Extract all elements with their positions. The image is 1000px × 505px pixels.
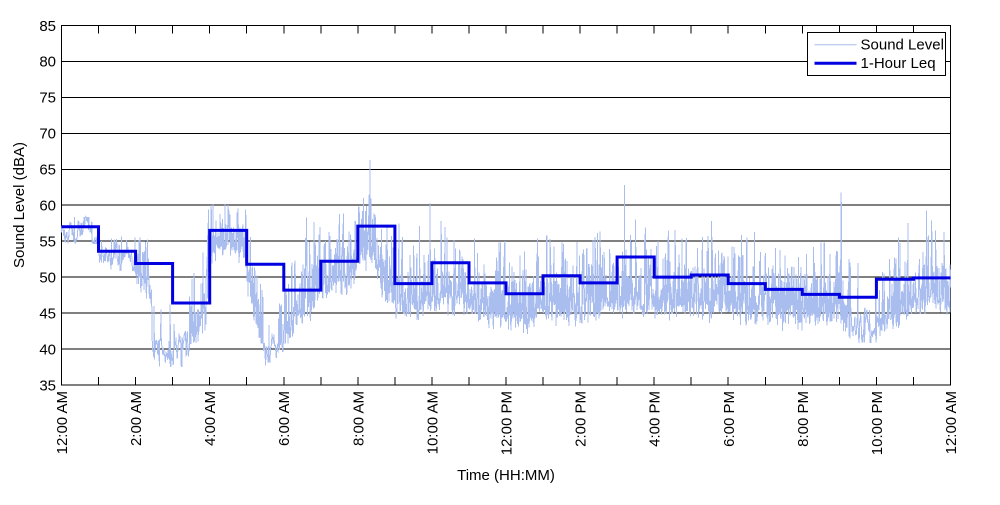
svg-text:6:00 AM: 6:00 AM: [276, 391, 293, 446]
svg-text:55: 55: [39, 234, 56, 251]
svg-text:1-Hour Leq: 1-Hour Leq: [861, 55, 936, 72]
svg-text:10:00 PM: 10:00 PM: [869, 391, 886, 455]
svg-text:12:00 AM: 12:00 AM: [54, 391, 71, 454]
svg-text:8:00 AM: 8:00 AM: [350, 391, 367, 446]
svg-text:35: 35: [39, 377, 56, 394]
svg-text:4:00 PM: 4:00 PM: [647, 391, 664, 447]
svg-text:4:00 AM: 4:00 AM: [202, 391, 219, 446]
svg-text:60: 60: [39, 198, 56, 215]
svg-text:2:00 AM: 2:00 AM: [128, 391, 145, 446]
svg-text:Sound Level (dBA): Sound Level (dBA): [11, 142, 28, 268]
svg-text:50: 50: [39, 269, 56, 286]
svg-text:6:00 PM: 6:00 PM: [721, 391, 738, 447]
svg-text:10:00 AM: 10:00 AM: [424, 391, 441, 454]
svg-text:75: 75: [39, 90, 56, 107]
svg-text:65: 65: [39, 162, 56, 179]
svg-text:70: 70: [39, 126, 56, 143]
svg-text:45: 45: [39, 305, 56, 322]
svg-text:Time (HH:MM): Time (HH:MM): [457, 467, 555, 484]
svg-text:40: 40: [39, 341, 56, 358]
svg-text:80: 80: [39, 54, 56, 71]
svg-text:2:00 PM: 2:00 PM: [573, 391, 590, 447]
svg-text:12:00 AM: 12:00 AM: [943, 391, 960, 454]
svg-text:85: 85: [39, 18, 56, 35]
svg-text:12:00 PM: 12:00 PM: [499, 391, 516, 455]
svg-text:Sound Level: Sound Level: [861, 37, 944, 54]
svg-text:8:00 PM: 8:00 PM: [795, 391, 812, 447]
